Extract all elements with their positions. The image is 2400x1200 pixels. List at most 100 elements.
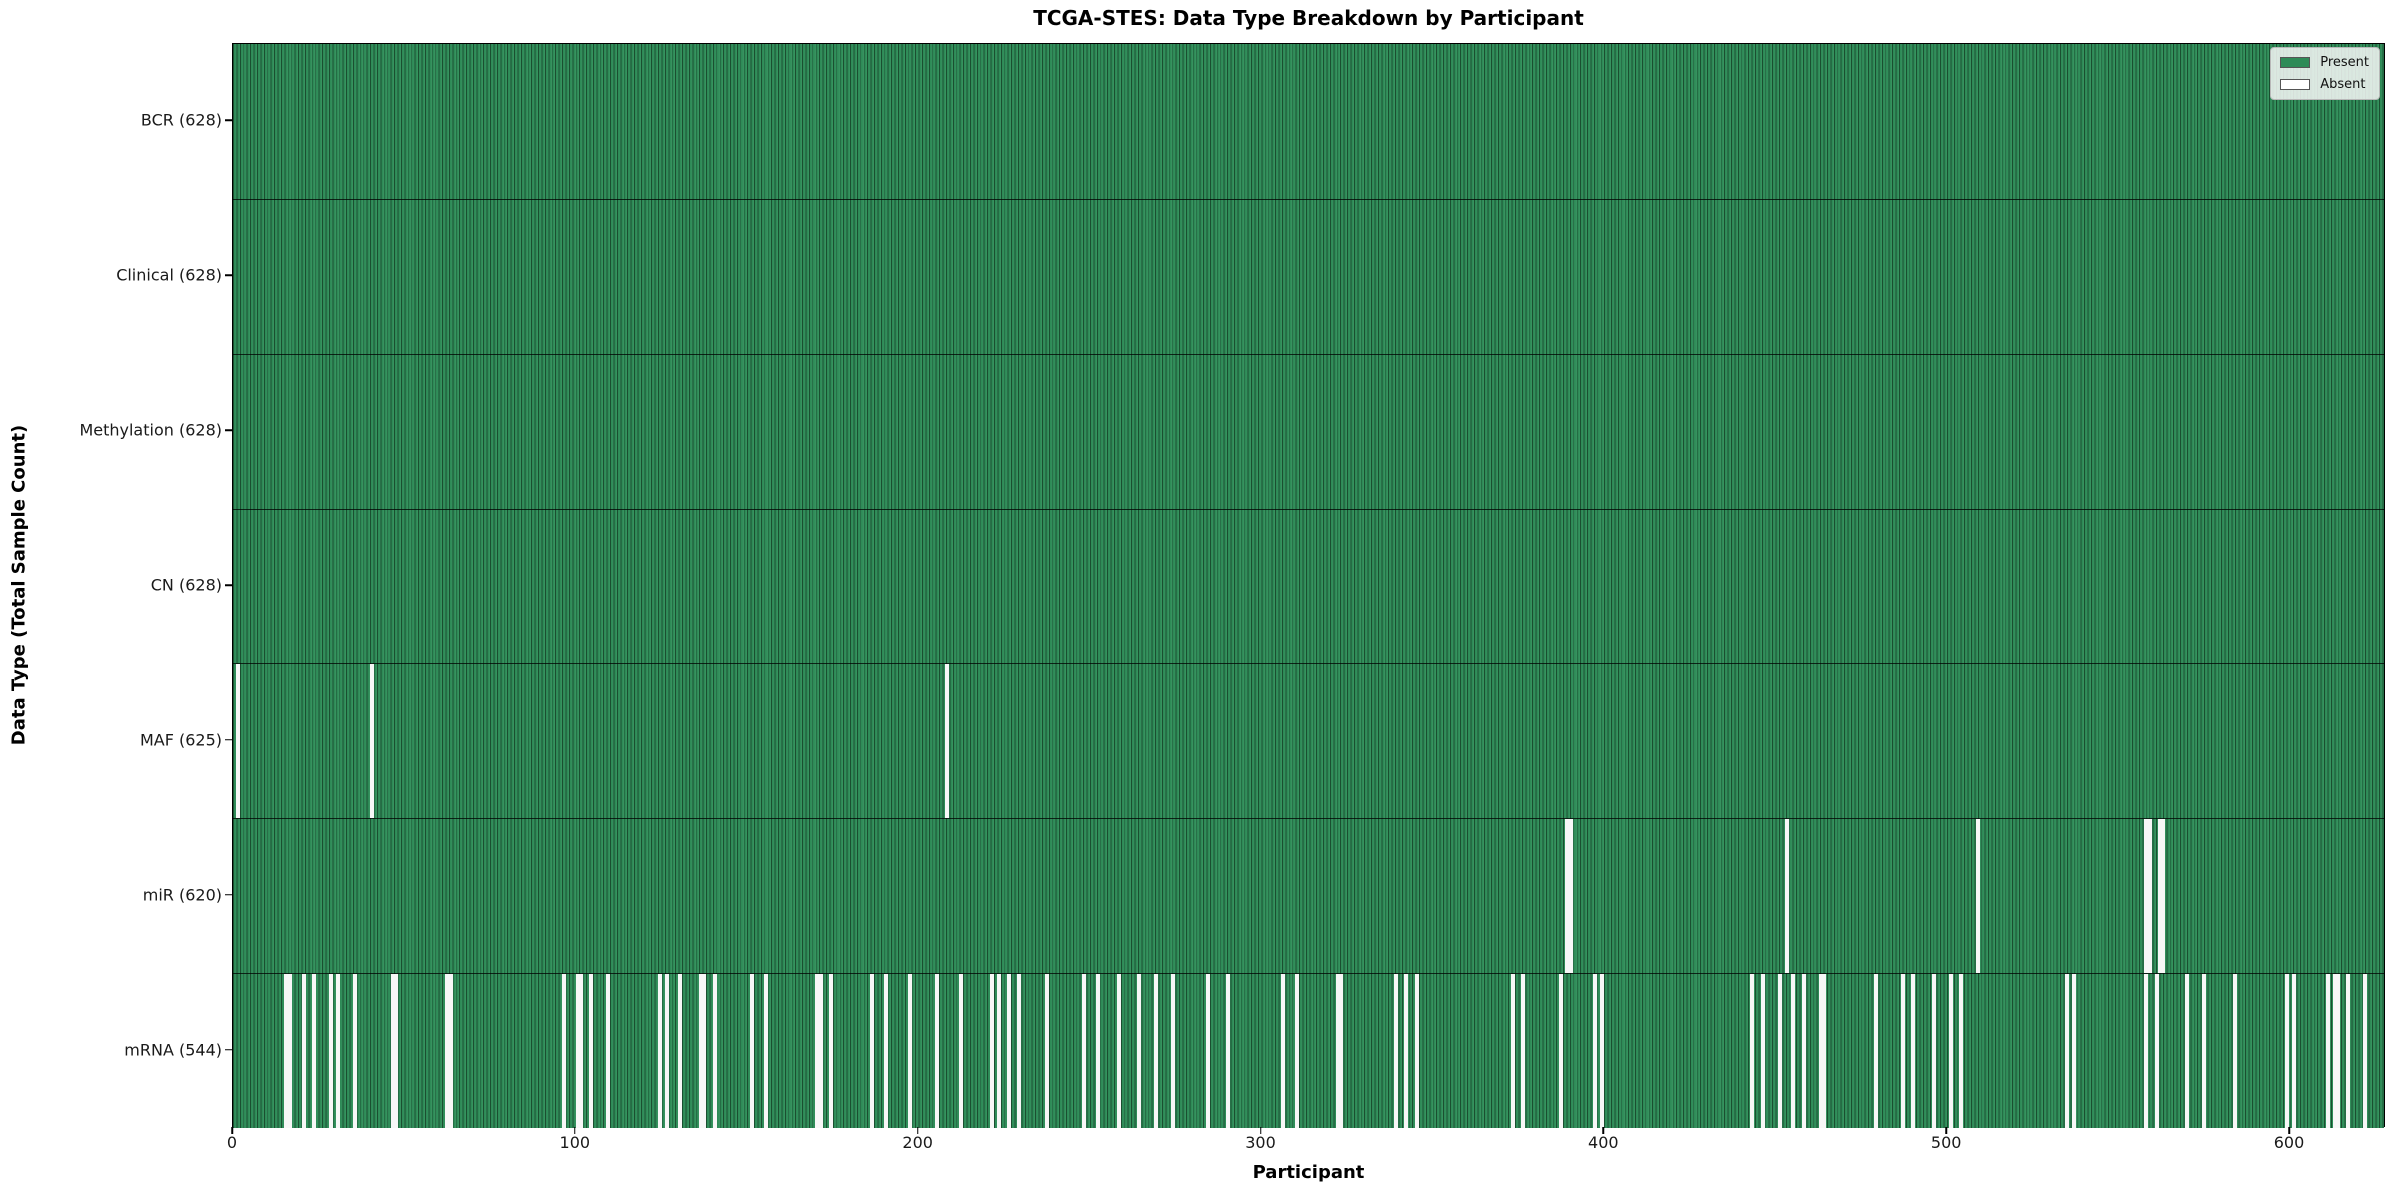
heatmap-row-BCR [233, 44, 2384, 199]
x-tick-mark [574, 1127, 576, 1134]
absent-stripe [575, 974, 580, 1128]
absent-stripe [1044, 974, 1049, 1128]
absent-stripe [2346, 974, 2351, 1128]
absent-stripe [678, 974, 683, 1128]
heatmap-row-MAF [233, 663, 2384, 819]
absent-stripe [1154, 974, 1159, 1128]
x-tick-label-500: 500 [1930, 1133, 1962, 1152]
absent-stripe [2161, 819, 2166, 974]
absent-stripe [1082, 974, 1087, 1128]
absent-stripe [1592, 974, 1597, 1128]
absent-stripe [393, 974, 398, 1128]
absent-stripe [1949, 974, 1953, 1128]
y-tick-label-BCR: BCR (628) [140, 110, 222, 130]
y-tick-mark [225, 429, 232, 431]
absent-stripe [236, 664, 241, 819]
absent-stripe [1959, 974, 1964, 1128]
y-tick-label-Clinical: Clinical (628) [116, 265, 222, 285]
legend-swatch-present [2280, 57, 2311, 68]
absent-stripe [352, 974, 357, 1128]
absent-stripe [2065, 974, 2070, 1128]
absent-stripe [1791, 974, 1796, 1128]
legend-swatch-absent [2280, 79, 2311, 90]
x-tick-mark [916, 1127, 919, 1134]
absent-stripe [2185, 974, 2190, 1128]
legend-item-absent: Absent [2280, 77, 2369, 92]
absent-stripe [1205, 974, 1210, 1128]
absent-stripe [1873, 974, 1878, 1128]
absent-stripe [2144, 819, 2149, 974]
x-tick-mark [1259, 1127, 1262, 1134]
y-tick-label-mRNA: mRNA (544) [124, 1040, 222, 1060]
absent-stripe [589, 974, 594, 1128]
heatmap-row-Clinical [233, 198, 2384, 354]
absent-stripe [828, 974, 833, 1128]
x-tick-label-400: 400 [1588, 1133, 1619, 1152]
absent-stripe [2157, 819, 2162, 974]
heatmap-row-CN [233, 508, 2384, 664]
absent-stripe [657, 974, 662, 1128]
absent-stripe [1777, 974, 1782, 1128]
absent-stripe [818, 974, 823, 1128]
plot-area: Present Absent [232, 43, 2385, 1128]
absent-stripe [1294, 974, 1299, 1128]
absent-stripe [2147, 819, 2152, 974]
absent-stripe [2363, 974, 2368, 1128]
absent-stripe [1931, 974, 1936, 1128]
y-tick-mark [225, 739, 232, 741]
absent-stripe [907, 974, 912, 1128]
absent-stripe [2233, 974, 2238, 1128]
x-tick-label-600: 600 [2273, 1133, 2305, 1152]
y-tick-label-MAF: MAF (625) [139, 730, 222, 750]
x-tick-label-200: 200 [902, 1133, 933, 1152]
y-tick-mark [225, 1048, 232, 1051]
x-tick-mark [1602, 1127, 1605, 1134]
absent-stripe [1520, 974, 1525, 1128]
absent-stripe [1558, 974, 1563, 1128]
heatmap-row-mRNA [233, 973, 2384, 1128]
chart-title: TCGA-STES: Data Type Breakdown by Partic… [1033, 6, 1584, 30]
x-axis-label: Participant [1252, 1162, 1365, 1183]
absent-stripe [301, 974, 306, 1128]
absent-stripe [1226, 974, 1231, 1128]
x-tick-mark [1945, 1127, 1947, 1134]
absent-stripe [2336, 974, 2341, 1128]
absent-stripe [578, 974, 583, 1128]
absent-stripe [1565, 819, 1570, 974]
absent-stripe [328, 974, 333, 1128]
absent-stripe [815, 974, 820, 1128]
absent-stripe [1339, 974, 1344, 1128]
absent-stripe [1017, 974, 1022, 1128]
absent-stripe [1568, 819, 1573, 974]
absent-stripe [1394, 974, 1399, 1128]
absent-stripe [2284, 974, 2289, 1128]
y-tick-mark [225, 119, 232, 122]
absent-stripe [1750, 974, 1755, 1128]
y-tick-label-CN: CN (628) [150, 575, 222, 595]
absent-stripe [1822, 974, 1827, 1128]
absent-stripe [2072, 974, 2077, 1128]
absent-stripe [1818, 974, 1823, 1128]
absent-stripe [2154, 974, 2159, 1128]
legend-label: Absent [2320, 77, 2366, 92]
y-tick-label-Methylation: Methylation (628) [79, 420, 222, 440]
absent-stripe [698, 974, 703, 1128]
absent-stripe [1171, 974, 1176, 1128]
x-tick-label-100: 100 [559, 1133, 591, 1152]
absent-stripe [370, 664, 374, 819]
absent-stripe [2202, 974, 2207, 1128]
absent-stripe [561, 974, 566, 1128]
absent-stripe [750, 974, 755, 1128]
absent-stripe [1007, 974, 1012, 1128]
absent-stripe [1116, 974, 1121, 1128]
absent-stripe [1784, 819, 1789, 974]
heatmap-row-Methylation [233, 353, 2384, 509]
absent-stripe [1976, 819, 1981, 974]
absent-stripe [1901, 974, 1906, 1128]
absent-stripe [1096, 974, 1101, 1128]
absent-stripe [989, 974, 994, 1128]
absent-stripe [2291, 974, 2296, 1128]
x-tick-mark [2288, 1127, 2290, 1134]
absent-stripe [870, 974, 875, 1128]
